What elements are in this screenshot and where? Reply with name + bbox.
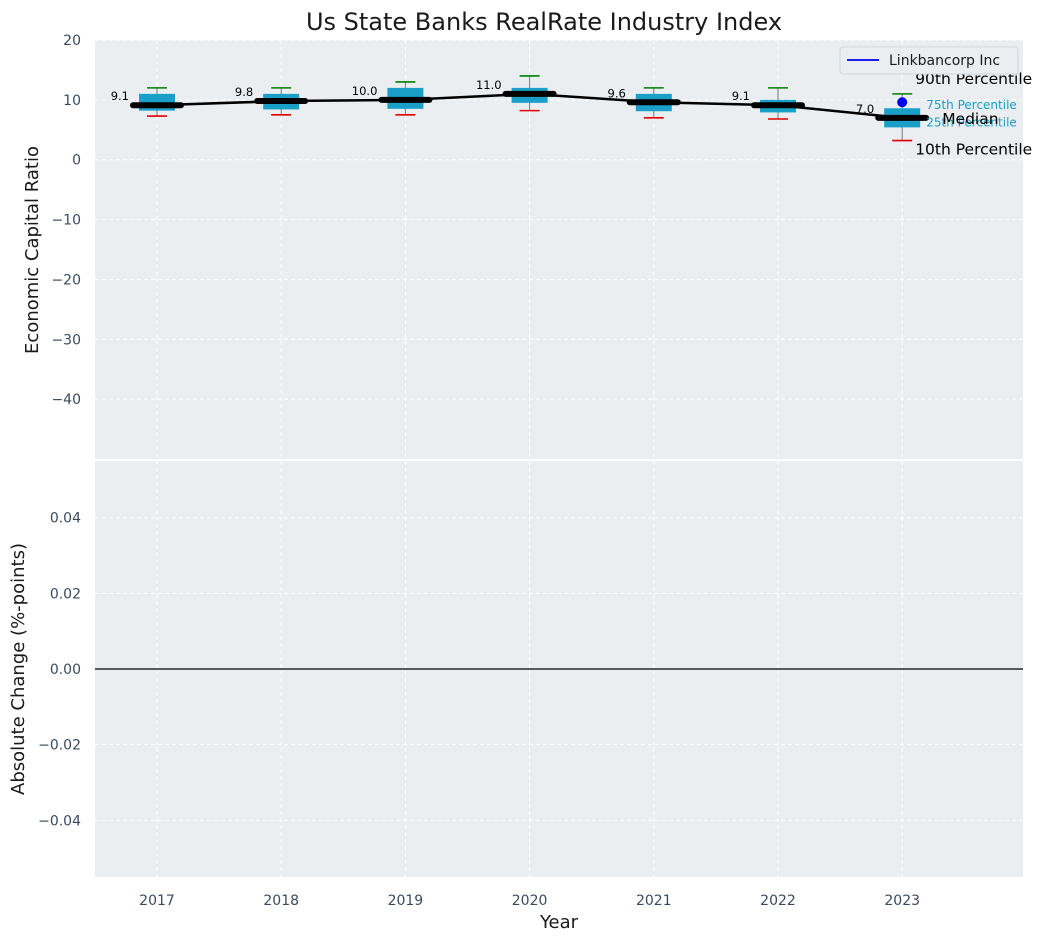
median-value-label: 9.6 xyxy=(608,86,626,100)
y-tick-label: −0.04 xyxy=(38,813,81,829)
top-y-ticks: 20 10 0 −10 −20 −30 −40 xyxy=(51,33,81,408)
y-tick-label: −10 xyxy=(51,213,81,229)
bottom-grid xyxy=(95,461,1023,877)
x-tick-label: 2023 xyxy=(884,893,920,909)
x-tick-label: 2022 xyxy=(760,893,796,909)
annotation-p25: 25th Percentile xyxy=(926,115,1017,129)
median-bars xyxy=(130,90,930,121)
legend-box xyxy=(839,46,1019,75)
top-plot-background xyxy=(95,40,1023,459)
top-grid xyxy=(95,39,1023,459)
annotation-p75: 75th Percentile xyxy=(926,98,1017,112)
legend-entry: Linkbancorp Inc xyxy=(889,53,1000,69)
x-tick-label: 2021 xyxy=(636,893,672,909)
x-tick-label: 2018 xyxy=(263,893,299,909)
y-tick-label: −30 xyxy=(51,332,81,348)
x-tick-label: 2020 xyxy=(512,893,548,909)
bottom-y-axis-label: Absolute Change (%-points) xyxy=(8,543,29,795)
y-tick-label: −40 xyxy=(51,392,81,408)
median-value-label: 10.0 xyxy=(352,84,378,98)
median-value-labels: 9.1 9.8 10.0 11.0 9.6 9.1 7.0 xyxy=(111,78,874,116)
annotation-median: Median xyxy=(942,110,998,128)
median-value-label: 11.0 xyxy=(476,78,502,92)
y-tick-label: 20 xyxy=(63,33,81,49)
median-value-label: 9.1 xyxy=(732,89,750,103)
y-tick-label: 0.02 xyxy=(50,586,81,602)
bottom-y-ticks: 0.04 0.02 0.00 −0.02 −0.04 xyxy=(38,511,81,830)
legend: Linkbancorp Inc xyxy=(839,46,1019,75)
annotation-p10: 10th Percentile xyxy=(915,141,1032,159)
x-tick-label: 2019 xyxy=(388,893,424,909)
company-marker xyxy=(897,97,908,108)
median-value-label: 9.8 xyxy=(235,85,253,99)
top-y-axis-label: Economic Capital Ratio xyxy=(22,146,43,354)
y-tick-label: −0.02 xyxy=(38,738,81,754)
x-axis-label: Year xyxy=(539,912,579,933)
y-tick-label: 0.00 xyxy=(50,662,81,678)
median-value-label: 9.1 xyxy=(111,89,129,103)
y-tick-label: 0 xyxy=(72,153,81,169)
chart-title: Us State Banks RealRate Industry Index xyxy=(306,8,782,36)
median-value-label: 7.0 xyxy=(856,102,874,116)
x-ticks: 2017 2018 2019 2020 2021 2022 2023 xyxy=(139,893,920,909)
x-tick-label: 2017 xyxy=(139,893,175,909)
y-tick-label: −20 xyxy=(51,272,81,288)
y-tick-label: 0.04 xyxy=(50,511,81,527)
y-tick-label: 10 xyxy=(63,93,81,109)
